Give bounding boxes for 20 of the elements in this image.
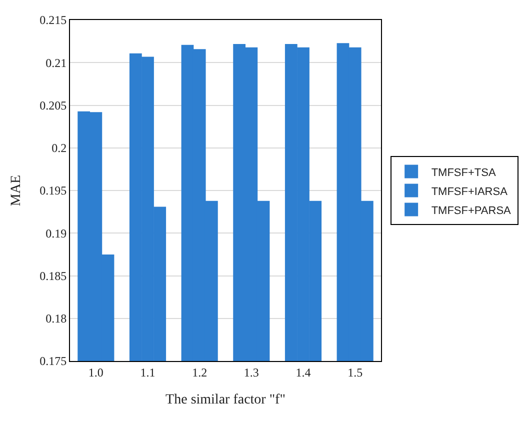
y-tick-label: 0.19	[46, 226, 67, 240]
x-tick-label: 1.5	[348, 365, 363, 380]
y-axis-title: MAE	[9, 174, 24, 206]
y-tick-label: 0.18	[46, 312, 67, 326]
y-tick-label: 0.205	[40, 98, 67, 112]
x-tick-label: 1.3	[244, 365, 259, 380]
legend-label: TMFSF+TSA	[431, 166, 496, 179]
x-axis-title: The similar factor "f"	[166, 392, 286, 408]
x-tick-label: 1.4	[296, 365, 311, 380]
legend-label: TMFSF+IARSA	[431, 186, 508, 198]
legend-label: TMFSF+PARSA	[431, 204, 512, 217]
y-tick-label: 0.175	[40, 354, 67, 368]
y-tick-label: 0.185	[40, 268, 67, 283]
x-tick-label: 1.0	[88, 365, 104, 380]
y-tick-label: 0.21	[46, 56, 67, 70]
y-tick-label: 0.215	[40, 13, 67, 28]
y-tick-label: 0.2	[52, 141, 67, 156]
x-tick-label: 1.2	[192, 365, 208, 380]
y-tick-label: 0.195	[40, 184, 67, 198]
x-tick-label: 1.1	[140, 365, 156, 380]
